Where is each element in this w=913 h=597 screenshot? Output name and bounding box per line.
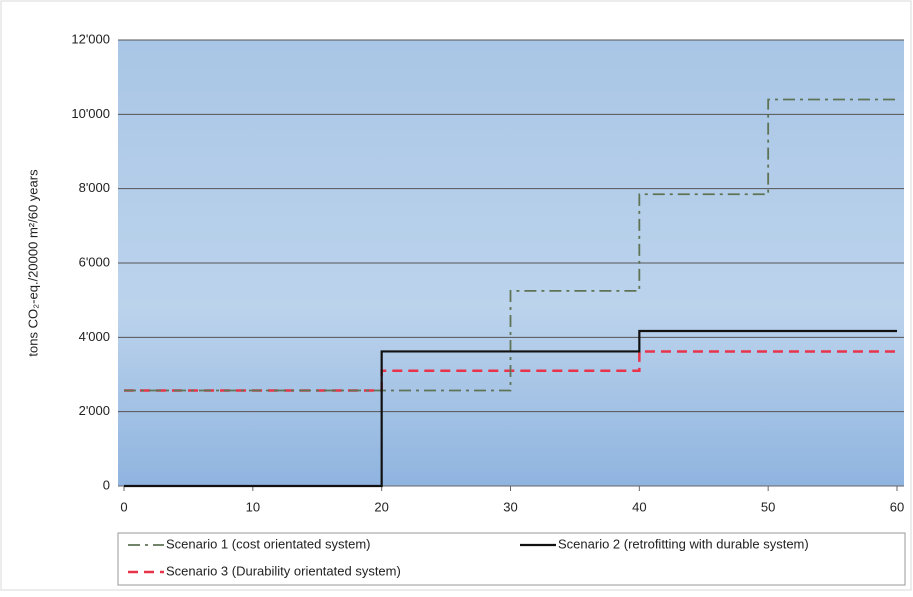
x-tick-label: 40 <box>632 499 646 514</box>
x-tick-label: 20 <box>374 499 388 514</box>
y-tick-label: 10'000 <box>71 106 110 121</box>
legend-label: Scenario 1 (cost orientated system) <box>166 536 370 551</box>
y-tick-label: 4'000 <box>79 329 110 344</box>
chart: tons CO₂-eq./20000 m²/60 years 0 2'000 4'0… <box>0 0 913 592</box>
legend-label: Scenario 3 (Durability orientated system… <box>166 563 401 578</box>
y-tick-label: 8'000 <box>79 180 110 195</box>
y-tick-label: 0 <box>103 477 110 492</box>
y-tick-label: 2'000 <box>79 403 110 418</box>
y-axis-label: tons CO₂-eq./20000 m²/60 years <box>25 169 40 357</box>
x-tick-label: 50 <box>761 499 775 514</box>
y-tick-label: 6'000 <box>79 254 110 269</box>
x-tick-label: 30 <box>503 499 517 514</box>
x-tick-label: 60 <box>890 499 904 514</box>
legend-label: Scenario 2 (retrofitting with durable sy… <box>558 536 809 551</box>
x-tick-label: 0 <box>120 499 127 514</box>
x-tick-label: 10 <box>246 499 260 514</box>
y-tick-label: 12'000 <box>71 31 110 46</box>
